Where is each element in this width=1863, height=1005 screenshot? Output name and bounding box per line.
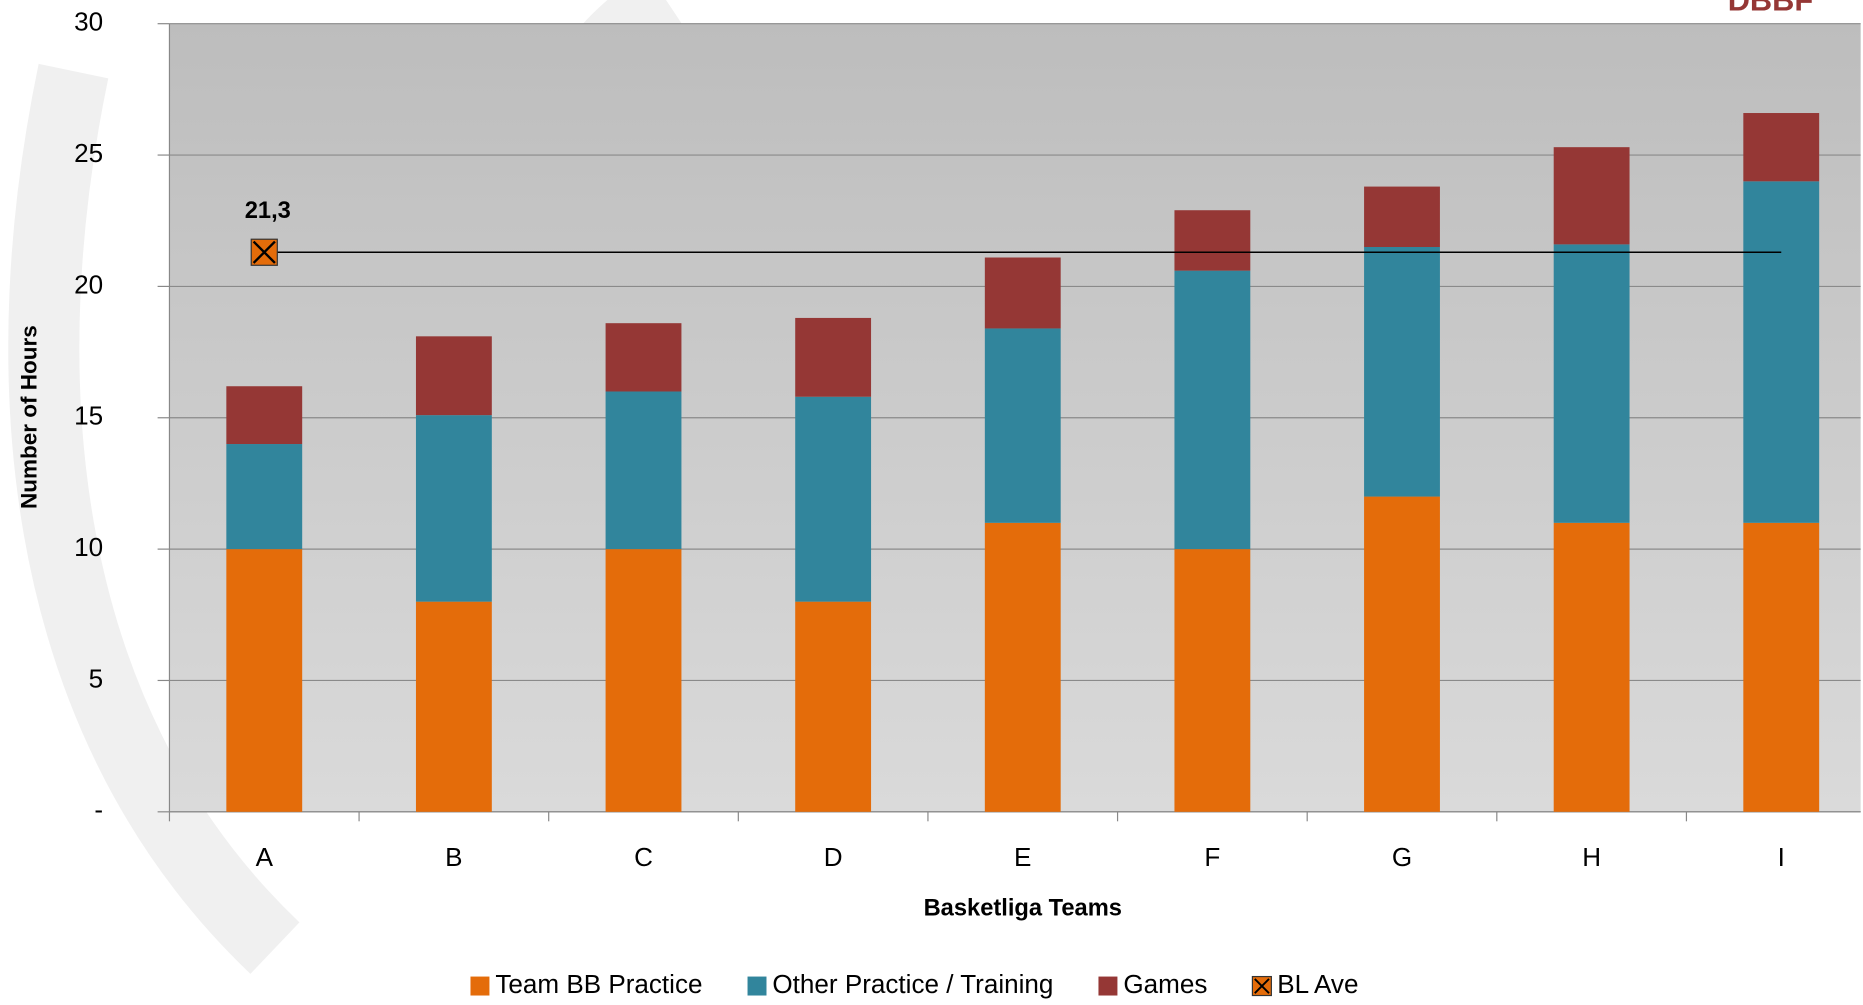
bar-segment — [415, 415, 492, 602]
y-tick-label: 20 — [74, 269, 103, 299]
bar-segment — [1743, 522, 1820, 812]
x-tick-label: E — [1014, 842, 1031, 872]
y-tick-label: 25 — [74, 138, 103, 168]
legend-label: BL Ave — [1277, 969, 1358, 999]
bar-segment — [795, 601, 872, 812]
bar-segment — [415, 601, 492, 812]
x-tick-label: H — [1582, 842, 1601, 872]
x-axis-title: Basketliga Teams — [924, 895, 1122, 921]
legend-swatch — [470, 976, 490, 996]
bar-segment — [984, 328, 1061, 523]
bar-segment — [1743, 113, 1820, 182]
y-tick-label: 10 — [74, 532, 103, 562]
x-tick-label: A — [256, 842, 274, 872]
bar-segment — [1743, 181, 1820, 523]
bar-segment — [984, 522, 1061, 812]
bar-segment — [1364, 247, 1440, 497]
marker-cross — [252, 240, 276, 264]
bar-segment — [226, 549, 303, 812]
y-tick-label: - — [94, 795, 103, 825]
bar-segment — [795, 317, 872, 397]
y-tick-label: 5 — [89, 663, 104, 693]
legend-label: Games — [1123, 969, 1207, 999]
average-marker — [250, 238, 278, 266]
bar-segment — [605, 323, 682, 392]
bar-segment — [1553, 522, 1630, 812]
bar-segment — [1174, 270, 1251, 550]
bar-segment — [605, 391, 682, 550]
legend-label: Team BB Practice — [495, 969, 702, 999]
legend-label: Other Practice / Training — [772, 969, 1053, 999]
bar-segment — [795, 396, 872, 602]
bar-segment — [226, 444, 303, 550]
bar-segment — [1553, 147, 1630, 245]
bar-segment — [1364, 186, 1440, 248]
x-tick-label: D — [824, 842, 843, 872]
legend-swatch — [747, 976, 767, 996]
value-label: 21,3 — [245, 198, 291, 224]
bar-segment — [984, 257, 1061, 329]
legend-swatch — [1098, 976, 1118, 996]
bar-segment — [1174, 210, 1251, 271]
y-axis-title: Number of Hours — [17, 325, 42, 509]
y-tick-label: 15 — [74, 401, 103, 431]
legend-cross — [1254, 978, 1270, 994]
x-tick-label: F — [1204, 842, 1220, 872]
x-tick-label: G — [1392, 842, 1412, 872]
bar-segment — [1364, 496, 1440, 812]
x-tick-label: C — [634, 842, 653, 872]
bar-segment — [1174, 549, 1251, 812]
x-tick-label: B — [445, 842, 462, 872]
bar-segment — [226, 386, 303, 445]
bar-segment — [1553, 244, 1630, 523]
bar-segment — [415, 336, 492, 416]
x-tick-label: I — [1778, 842, 1785, 872]
bar-segment — [605, 549, 682, 812]
y-tick-label: 30 — [74, 7, 103, 37]
logo: DBBF — [1728, 0, 1814, 18]
